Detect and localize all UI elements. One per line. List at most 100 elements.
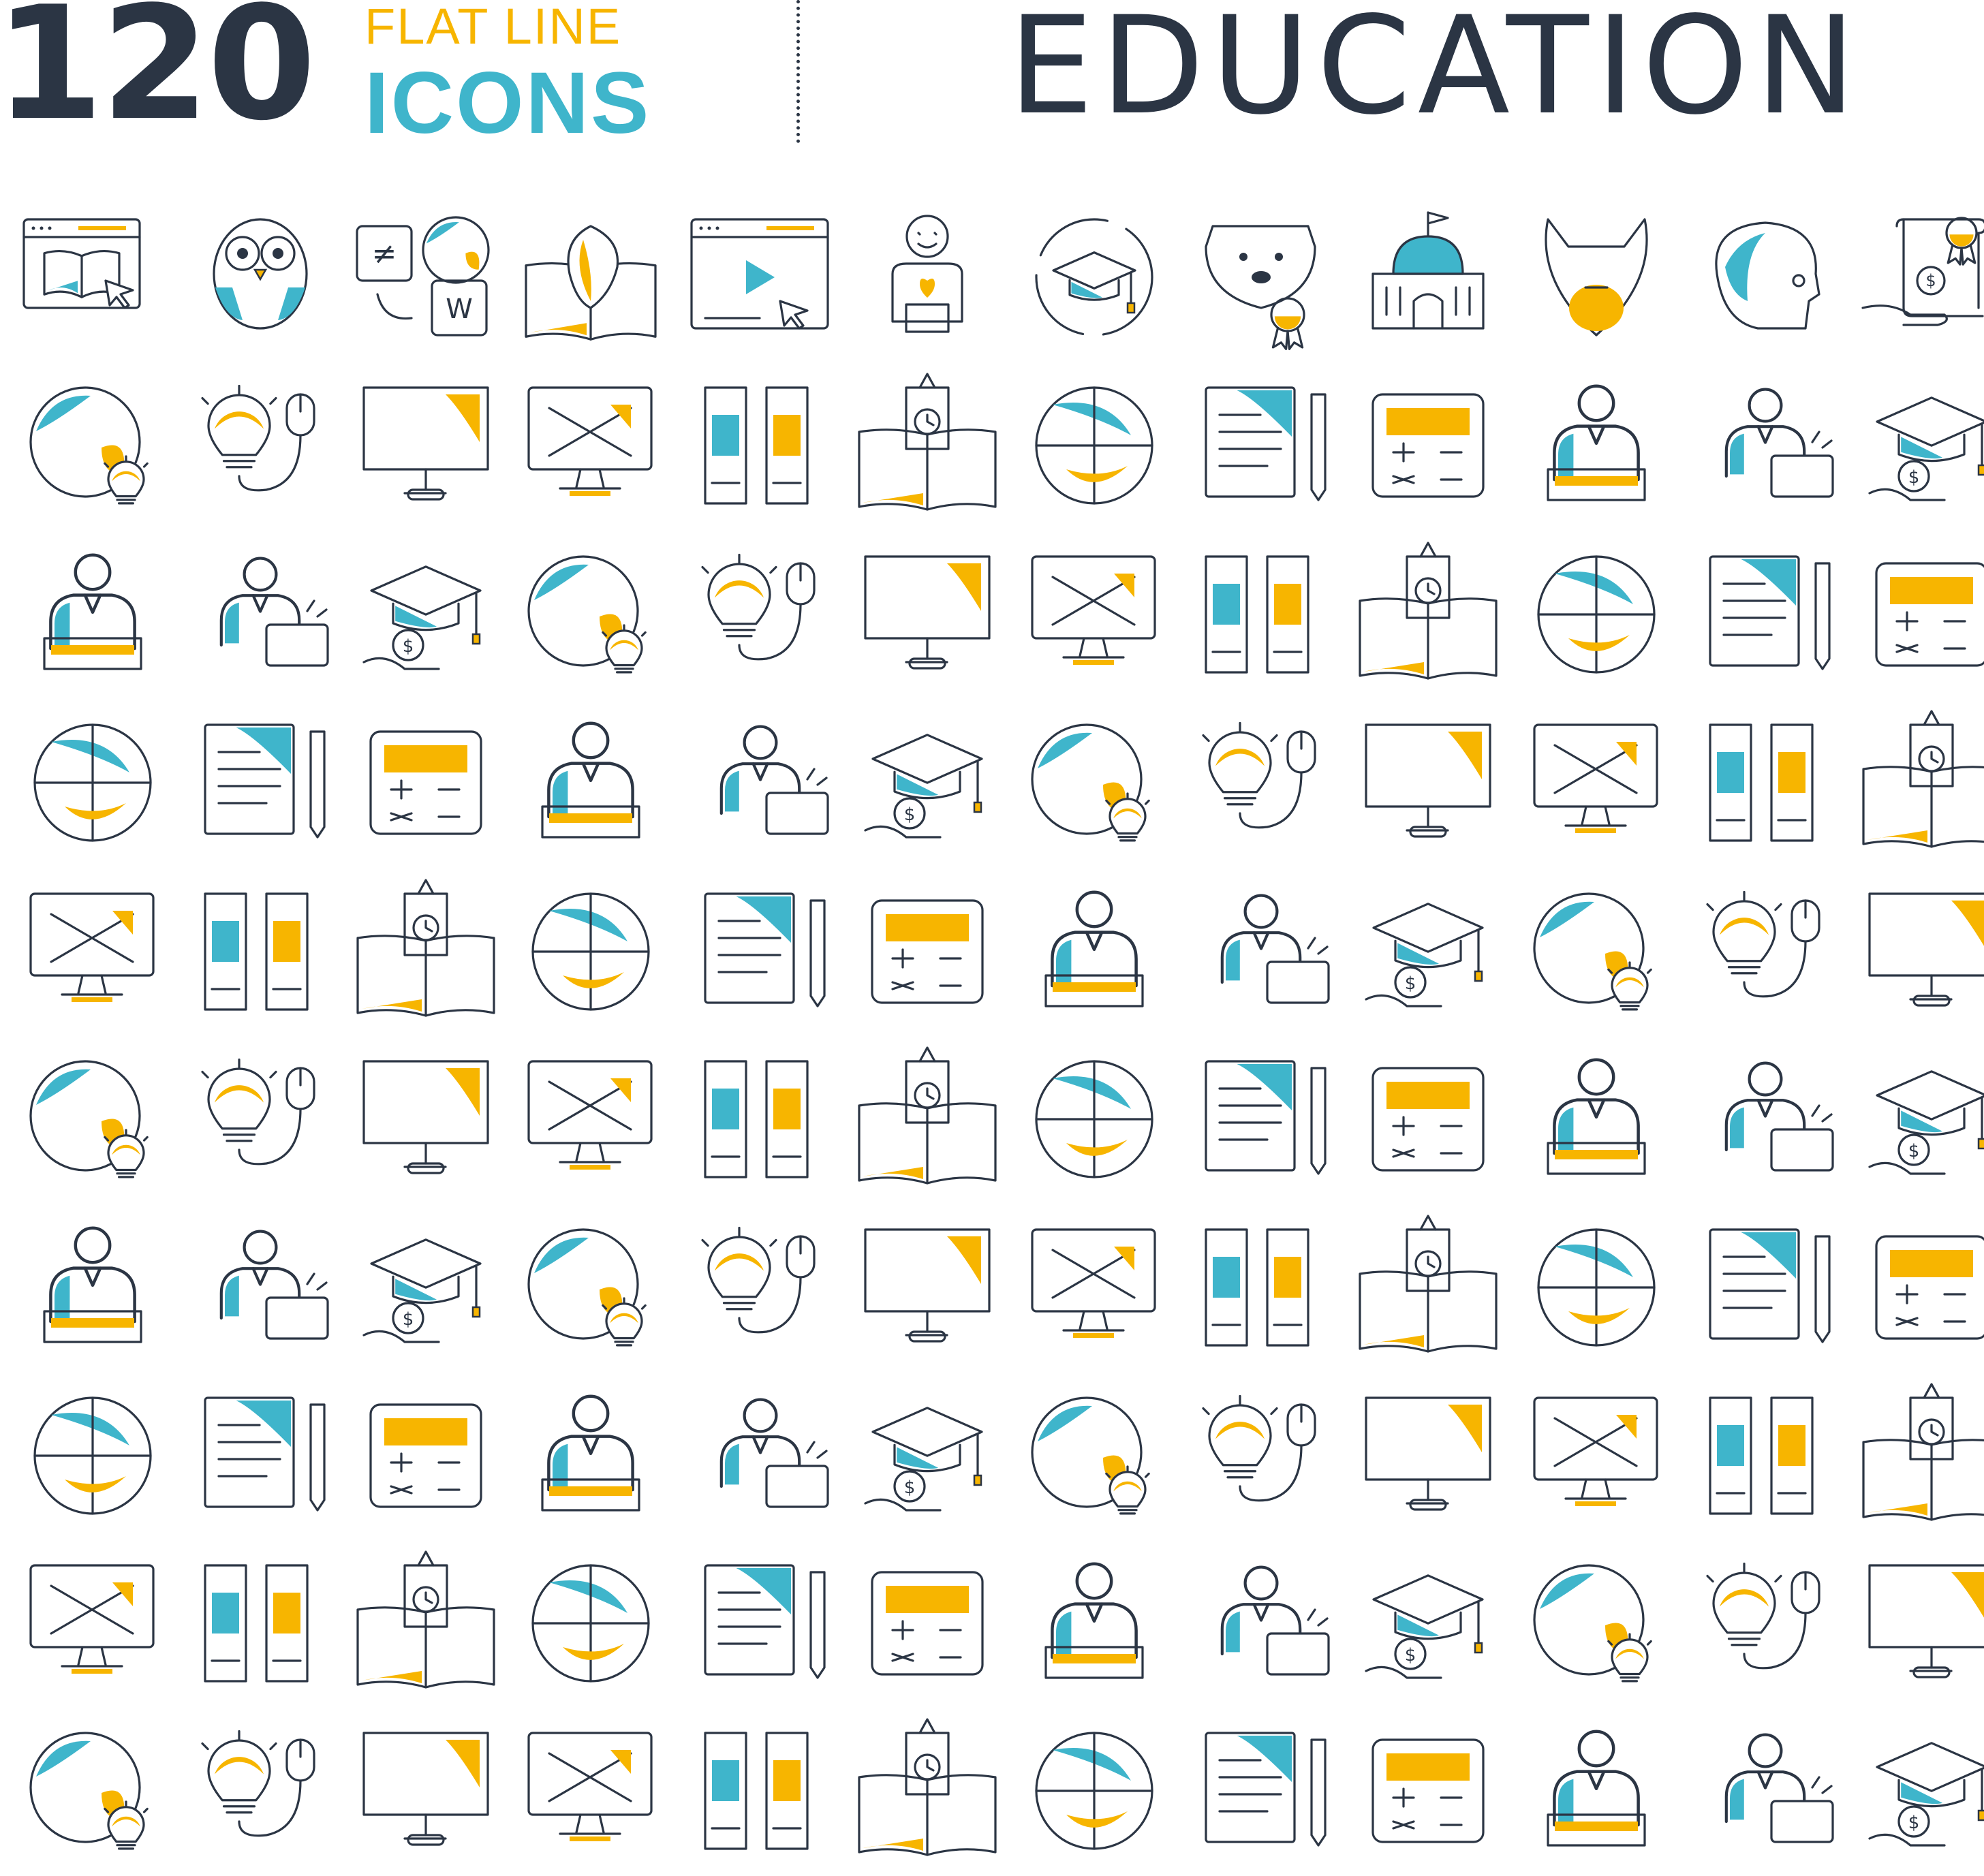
math-head-icon [10,1545,175,1708]
header: 120 FLAT LINE ICONS EDUCATION [0,0,1984,157]
graduate-diploma-icon [508,367,673,531]
female-laptop-icon [1346,1041,1510,1204]
letter-a-student-icon [1179,1377,1344,1541]
svg-text:$: $ [1405,1645,1416,1666]
checklist-icon [1683,1713,1848,1876]
idea-book-icon [178,1377,343,1541]
potted-plant-icon [678,1545,843,1708]
timer-bell-icon: $ [343,1209,508,1373]
presentation-board-icon [1849,536,1984,700]
head-idea-icon [343,1545,508,1708]
graduate-speaker-icon [1683,1041,1848,1204]
svg-text:≠: ≠ [372,236,397,271]
female-reader-icon [678,873,843,1037]
subtitle-icons: ICONS [365,54,651,152]
svg-text:$: $ [1925,271,1936,290]
subtitle-flat-line: FLAT LINE [365,0,622,54]
school-building-icon [1012,1377,1177,1541]
keyboard-typing-icon [343,1713,508,1876]
magnet-icon [1012,1041,1177,1204]
translation-icon: ≠ W [343,199,508,362]
file-cabinet-icon: $ [1849,367,1984,531]
online-payment-icon [343,873,508,1037]
id-badge-icon [10,1209,175,1373]
scholarship-icon: $ [1849,199,1984,362]
thinking-head-icon [1849,1209,1984,1373]
certificate-icon [845,873,1010,1037]
documents-icon [1346,704,1510,868]
scales-icon [1346,1209,1510,1373]
chemistry-icon [343,704,508,868]
graduation-case-icon [1683,1545,1848,1708]
tablet-icon [178,1209,343,1373]
idea-network-icon [678,1713,843,1876]
svg-text:$: $ [1908,467,1920,488]
stationery-icon [10,536,175,700]
glasses-teacher-diploma-icon [1346,1713,1510,1876]
calendar-check-icon [1179,1713,1344,1876]
sneaker-icon [845,1209,1010,1373]
audio-book-icon [1514,536,1679,700]
statistics-chart-icon [1179,536,1344,700]
video-lesson-icon [678,199,843,362]
svg-text:W: W [446,294,473,325]
education-investment-icon [1683,704,1848,868]
cooking-teacher-icon [1346,536,1510,700]
binders-icon [678,1041,843,1204]
info-alarm-icon [678,1209,843,1373]
online-book-icon [10,199,175,362]
abc-teacher-icon [343,367,508,531]
medal-icon [10,1377,175,1541]
reading-student-icon: $ [845,704,1010,868]
trophy-icon [1179,1209,1344,1373]
svg-text:$: $ [1908,1141,1920,1161]
basketball-icon: $ [1849,1041,1984,1204]
student-laptop-icon [178,536,343,700]
podium-icon: $ [343,536,508,700]
speaker-podium-icon: $ [1346,1545,1510,1708]
megaphone-icon [1012,536,1177,700]
signature-icon [178,1713,343,1876]
idea-mouse-icon [845,1041,1010,1204]
ruler-pencil-icon [1849,873,1984,1037]
webinar-icon [1179,704,1344,868]
microscope-molecule-icon [1849,1377,1984,1541]
london-book-icon [678,367,843,531]
officer-diploma-icon [343,1041,508,1204]
skull-icon [1683,199,1848,362]
owl-icon [178,199,343,362]
atom-icon [845,367,1010,531]
add-book-icon [678,1377,843,1541]
cloud-book-icon: $ [1346,873,1510,1037]
global-idea-icon [10,704,175,868]
icon-grid: ≠ W $ [0,199,1984,1856]
projector-screen-icon [178,704,343,868]
medical-diploma-icon [1012,1713,1177,1876]
svg-text:$: $ [904,804,916,825]
svg-text:$: $ [403,1309,414,1330]
female-teacher-diploma-icon [178,1545,343,1708]
graduation-cycle-icon [1012,199,1177,362]
driver-graduate-icon [1514,1713,1679,1876]
online-education-icon [508,1713,673,1876]
dotted-divider [796,0,800,143]
classroom-icon [678,704,843,868]
vision-icon [10,1713,175,1876]
first-place-laurel-icon [508,536,673,700]
lecturer-icon [508,704,673,868]
student-microphone-icon [845,1545,1010,1708]
treasure-map-icon: $ [1849,1713,1984,1876]
page-title: EDUCATION [1008,0,1863,144]
meeting-icon [343,1377,508,1541]
discussion-icon [10,1041,175,1204]
ear-icon [508,1209,673,1373]
business-coach-icon [1514,704,1679,868]
support-headset-icon: $ [845,1377,1010,1541]
capitol-icon [1346,199,1510,362]
compass-icon [1179,367,1344,531]
botany-teacher-icon [1683,1377,1848,1541]
folder-network-icon [1179,1545,1344,1708]
dna-research-icon [1514,873,1679,1037]
inbox-tray-icon [1849,1545,1984,1708]
computer-mouse-globe-icon [1683,367,1848,531]
